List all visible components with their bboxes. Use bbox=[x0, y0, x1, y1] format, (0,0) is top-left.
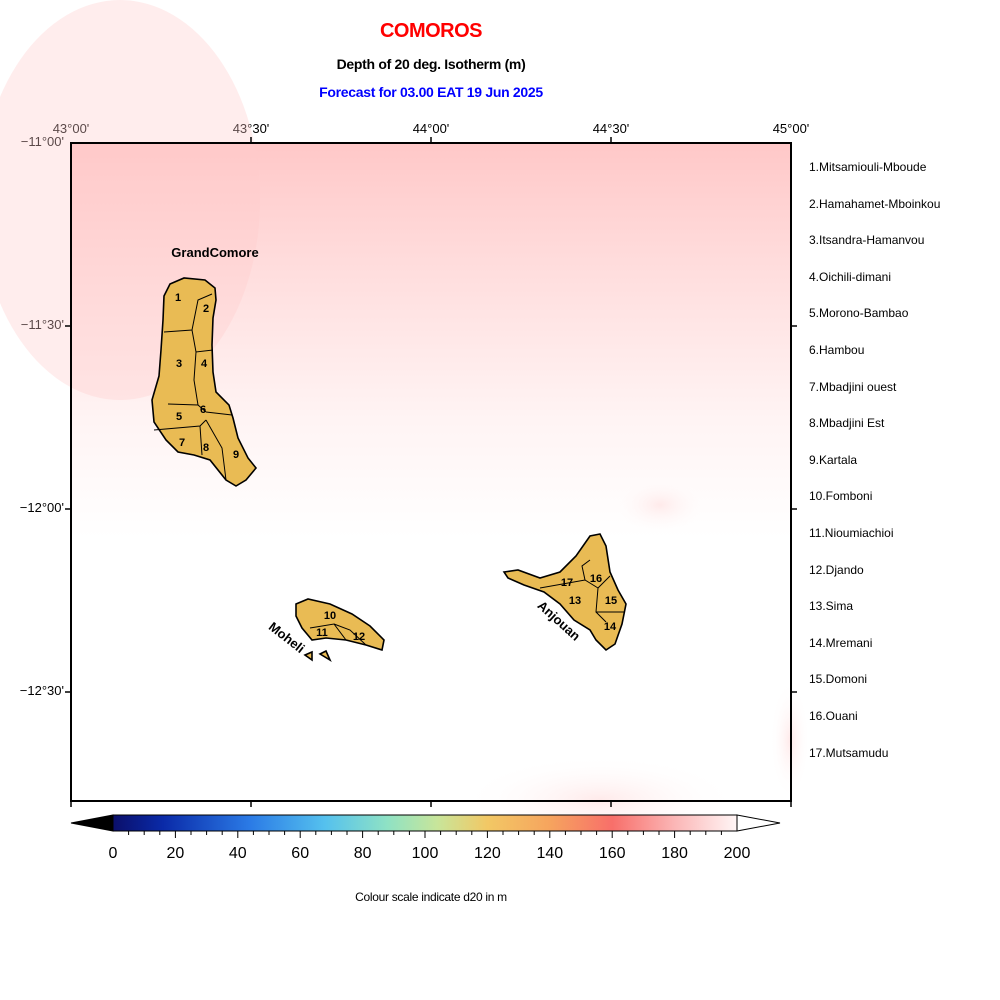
map-title: COMOROS bbox=[379, 20, 483, 42]
region-number: 2 bbox=[203, 303, 209, 315]
colorbar-scale bbox=[112, 814, 738, 832]
legend-item: 13.Sima bbox=[809, 599, 854, 614]
region-number: 6 bbox=[200, 404, 206, 416]
colorbar-over-arrow bbox=[736, 814, 781, 832]
colorbar-tick-label: 0 bbox=[109, 845, 118, 862]
region-number-layer: 1 2 3 4 5 6 7 8 9 10 11 12 13 14 15 16 1… bbox=[175, 292, 617, 643]
colorbar-tick-label: 140 bbox=[536, 845, 563, 862]
anjouan-region-boundaries bbox=[539, 559, 624, 623]
lon-tick-label: 45°00' bbox=[772, 121, 810, 136]
colorbar-tick-labels: 0 20 40 60 80 100 120 140 160 180 200 bbox=[109, 845, 751, 862]
lon-tick-label: 44°00' bbox=[412, 121, 450, 136]
legend-item: 11.Nioumiachioi bbox=[809, 525, 894, 540]
legend-item: 5.Morono-Bambao bbox=[809, 306, 909, 321]
region-number: 15 bbox=[605, 595, 617, 607]
region-number: 4 bbox=[201, 358, 208, 370]
region-number: 1 bbox=[175, 292, 181, 304]
lon-tick-label: 43°00' bbox=[52, 121, 90, 136]
lat-tick-label: −12°00' bbox=[19, 500, 64, 515]
legend-item: 14.Mremani bbox=[809, 635, 873, 650]
region-number: 11 bbox=[316, 627, 328, 639]
colorbar-tick-label: 20 bbox=[167, 845, 185, 862]
colorbar-tick-label: 200 bbox=[724, 845, 751, 862]
moheli-island bbox=[295, 598, 385, 662]
sea-field-patch bbox=[610, 475, 710, 535]
moheli-region-boundaries bbox=[309, 623, 367, 646]
colorbar-under-arrow bbox=[70, 814, 114, 832]
lat-tick-label: −12°30' bbox=[19, 683, 64, 698]
axis-ticks bbox=[65, 137, 797, 807]
lat-tick-label: −11°00' bbox=[20, 134, 64, 149]
region-number: 8 bbox=[203, 442, 209, 454]
legend-item: 1.Mitsamiouli-Mboude bbox=[809, 160, 927, 174]
colorbar-tick-label: 160 bbox=[599, 845, 626, 862]
region-number: 12 bbox=[353, 631, 365, 643]
lon-tick-label: 44°30' bbox=[592, 121, 630, 136]
colorbar-tick-label: 120 bbox=[474, 845, 501, 862]
legend-item: 2.Hamahamet-Mboinkou bbox=[809, 196, 941, 211]
region-legend: 1.Mitsamiouli-Mboude 2.Hamahamet-Mboinkou… bbox=[809, 158, 940, 780]
grand-comore-label: GrandComore bbox=[171, 245, 258, 260]
colorbar-tick-label: 180 bbox=[661, 845, 688, 862]
legend-item: 4.Oichili-dimani bbox=[809, 269, 892, 284]
colorbar-minor-ticks bbox=[128, 831, 722, 838]
legend-item: 15.Domoni bbox=[809, 672, 868, 687]
region-number: 17 bbox=[561, 577, 573, 589]
forecast-time: Forecast for 03.00 EAT 19 Jun 2025 bbox=[319, 84, 543, 100]
map-subtitle: Depth of 20 deg. Isotherm (m) bbox=[336, 56, 526, 72]
legend-item: 7.Mbadjini ouest bbox=[809, 379, 897, 394]
legend-item: 16.Ouani bbox=[809, 708, 858, 723]
colorbar-tick-label: 60 bbox=[291, 845, 309, 862]
legend-item: 3.Itsandra-Hamanvou bbox=[809, 233, 925, 248]
sea-field bbox=[71, 143, 791, 801]
region-number: 16 bbox=[590, 573, 602, 585]
lon-tick-label: 43°30' bbox=[232, 121, 270, 136]
legend-item: 10.Fomboni bbox=[809, 489, 873, 504]
legend-item: 9.Kartala bbox=[809, 452, 858, 467]
anjouan-island bbox=[502, 533, 627, 652]
region-number: 14 bbox=[604, 621, 617, 633]
grand-comore-region-boundaries bbox=[153, 293, 233, 481]
region-number: 10 bbox=[324, 610, 336, 622]
lat-tick-label: −11°30' bbox=[20, 317, 64, 332]
region-number: 3 bbox=[176, 358, 182, 370]
region-number: 7 bbox=[179, 437, 185, 449]
region-number: 9 bbox=[233, 449, 239, 461]
grand-comore-island bbox=[151, 277, 258, 487]
region-number: 5 bbox=[176, 411, 182, 423]
colorbar-caption: Colour scale indicate d20 in m bbox=[355, 890, 507, 904]
colorbar: 0 20 40 60 80 100 120 140 160 180 200 bbox=[70, 814, 781, 862]
legend-item: 17.Mutsamudu bbox=[809, 745, 889, 760]
colorbar-tick-label: 100 bbox=[412, 845, 439, 862]
colorbar-tick-label: 40 bbox=[229, 845, 247, 862]
legend-item: 8.Mbadjini Est bbox=[809, 416, 885, 431]
legend-item: 12.Djando bbox=[809, 562, 864, 577]
legend-item: 6.Hambou bbox=[809, 342, 865, 357]
region-number: 13 bbox=[569, 595, 581, 607]
colorbar-tick-label: 80 bbox=[354, 845, 372, 862]
